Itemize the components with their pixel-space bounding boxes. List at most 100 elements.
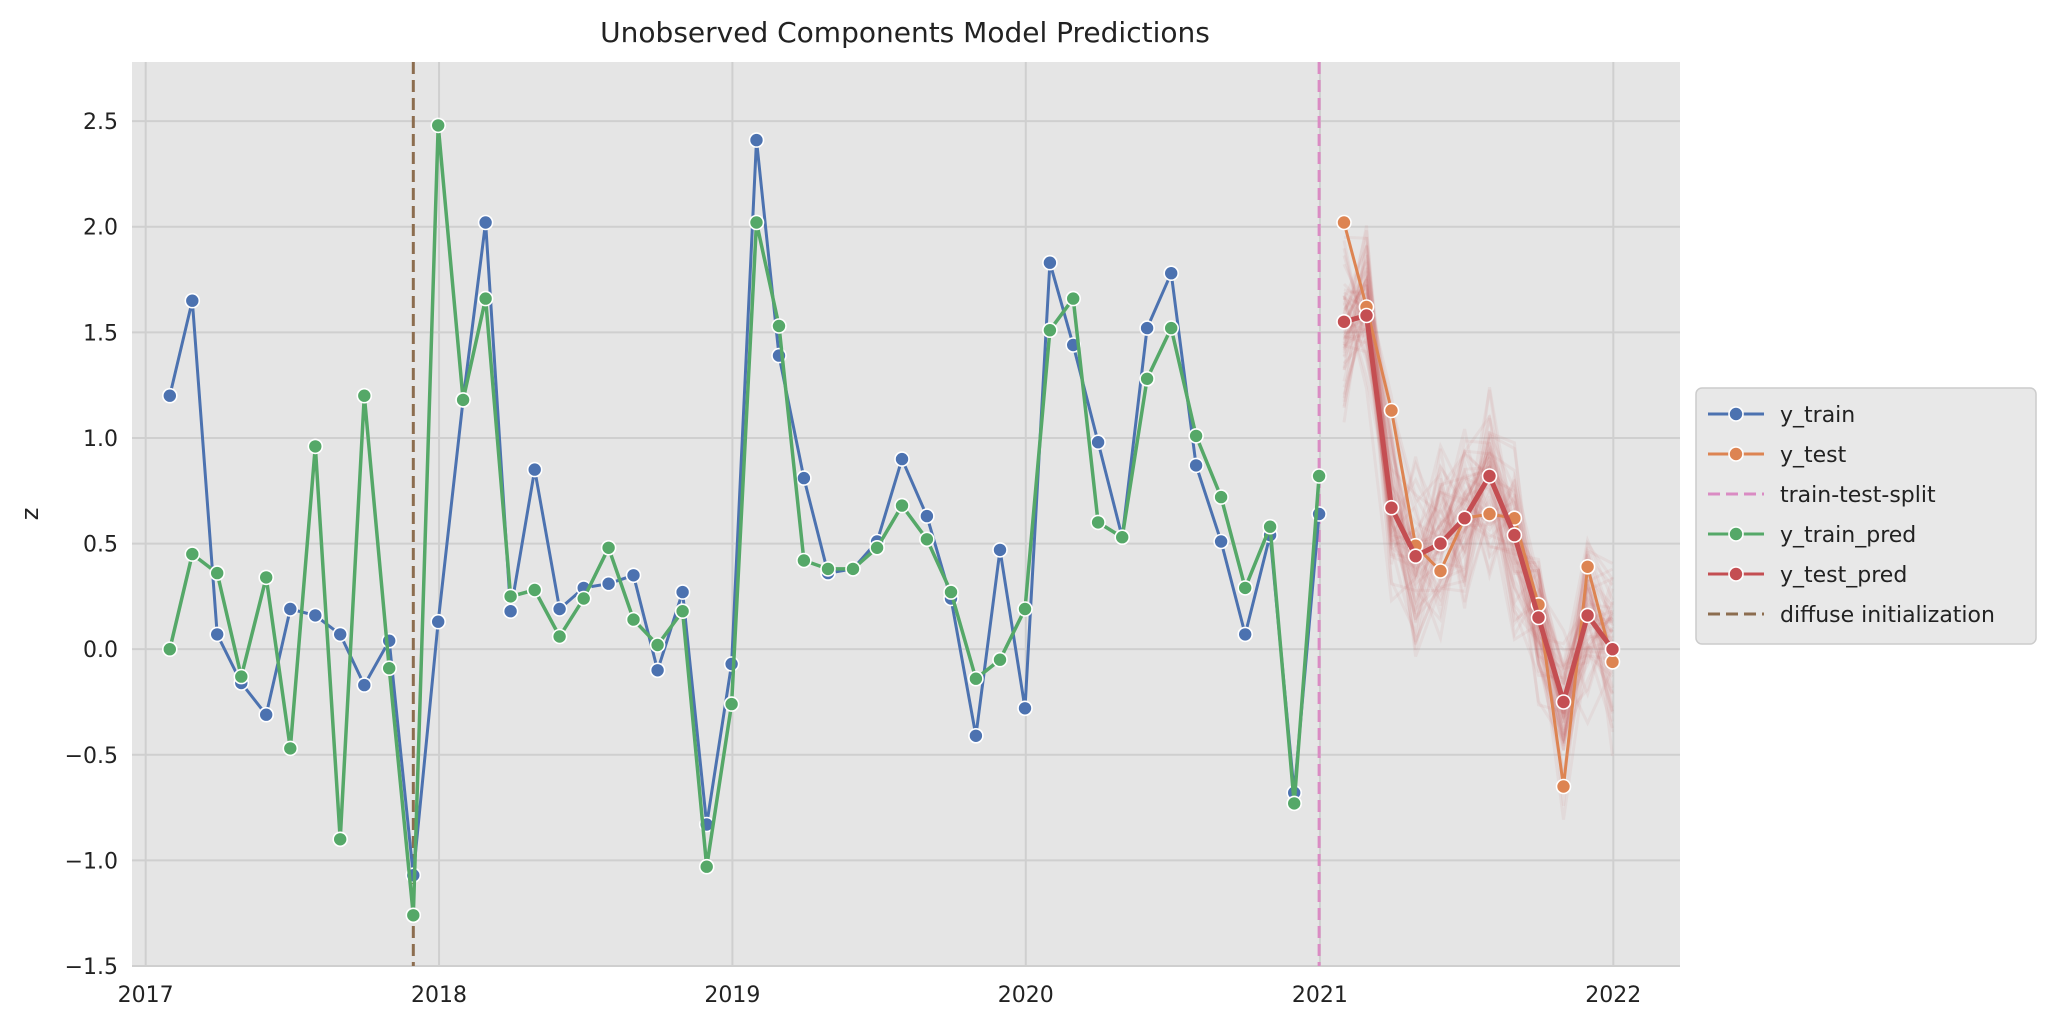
x-tick-label: 2022 — [1585, 983, 1641, 1008]
y_train-point — [968, 727, 984, 744]
y_test-point — [1481, 506, 1498, 522]
legend-item-y_train_pred: y_train_pred — [1708, 523, 1916, 548]
y_test_pred-point — [1481, 468, 1498, 484]
y_train-point — [674, 584, 691, 600]
posterior-sample-line — [1342, 295, 1614, 751]
y_test-point — [1555, 778, 1572, 795]
legend-item-y_train: y_train — [1708, 403, 1855, 428]
y_train-point — [381, 632, 398, 649]
y_train_pred-point — [1090, 514, 1106, 531]
y_train-point — [356, 677, 373, 693]
legend-item-y_test: y_test — [1708, 443, 1847, 468]
x-tick-label: 2021 — [1292, 983, 1348, 1008]
y_train-point — [748, 132, 765, 148]
y_test_pred-point — [1432, 535, 1449, 552]
y_train_pred-point — [233, 668, 250, 685]
legend-item-train_test_split: train-test-split — [1708, 483, 1936, 508]
x-tick-label: 2019 — [704, 983, 760, 1008]
y_train_pred-point — [674, 603, 691, 620]
y_train-point — [551, 601, 568, 617]
y_test_pred-point — [1506, 527, 1523, 543]
y_train-point — [307, 607, 324, 624]
y_train_pred-point — [332, 831, 349, 848]
y_train_pred-point — [526, 582, 543, 598]
y-tick-label: 2.5 — [83, 110, 118, 135]
posterior-sample-line — [1342, 270, 1613, 675]
x-tick-label: 2018 — [411, 983, 467, 1008]
y_train_pred-point — [992, 651, 1008, 668]
y_test_pred-point — [1530, 609, 1547, 626]
y_train_pred-point — [1114, 529, 1130, 546]
y_train_pred-point — [748, 214, 765, 231]
y_train-point — [282, 601, 299, 617]
y_train_pred-point — [1139, 370, 1155, 387]
legend-label: y_test — [1780, 443, 1847, 468]
y_train-point — [332, 626, 349, 643]
y_train_pred-point — [1213, 489, 1229, 505]
y_train_pred-point — [869, 539, 885, 556]
y_train_pred-point — [575, 590, 592, 607]
y_train_pred-point — [502, 588, 519, 605]
y_train-point — [796, 470, 812, 486]
y_train_pred-point — [1065, 290, 1081, 307]
y_train-point — [1139, 320, 1155, 336]
y_train-point — [1090, 434, 1106, 451]
y_train_pred-point — [1311, 468, 1327, 484]
y_train_pred-point — [1042, 322, 1058, 339]
y_train_pred-point — [405, 907, 422, 924]
y_train_pred-point — [551, 628, 568, 645]
y_train_pred-point — [184, 546, 201, 562]
legend-label: y_train_pred — [1780, 523, 1916, 548]
y_train_pred-point — [381, 660, 398, 677]
y_test_pred-line — [1343, 313, 1615, 705]
y_train-point — [209, 626, 225, 643]
y_train_pred-point — [455, 392, 471, 408]
y_train_pred-point — [698, 858, 715, 875]
y_train_pred-line — [168, 123, 1321, 918]
y_train-point — [919, 508, 935, 524]
y_test_pred-point — [1407, 548, 1424, 565]
y_train-point — [162, 387, 178, 404]
y_train-point — [258, 706, 275, 723]
y_train_pred-point — [771, 318, 787, 334]
y_train_pred-point — [796, 552, 812, 569]
y_train_pred-point — [209, 565, 225, 581]
x-tick-label: 2020 — [998, 983, 1054, 1008]
y_train-point — [477, 214, 494, 231]
legend-label: train-test-split — [1780, 483, 1936, 508]
legend-label: y_train — [1780, 403, 1855, 428]
posterior-sample-line — [1342, 273, 1613, 739]
x-tick-label: 2017 — [118, 983, 174, 1008]
y_train-point — [625, 567, 642, 584]
posterior-sample-line — [1343, 296, 1614, 695]
y_train_pred-series — [162, 117, 1327, 924]
y_train_pred-point — [919, 531, 935, 548]
y_train_pred-point — [282, 740, 299, 757]
posterior-sample-line — [1343, 317, 1614, 699]
y_test_pred-point — [1383, 499, 1400, 516]
legend-swatch-marker — [1728, 446, 1744, 462]
y_train_pred-point — [1262, 518, 1278, 535]
legend-item-diffuse_initialization: diffuse initialization — [1708, 603, 1995, 628]
posterior-sample-line — [1343, 344, 1614, 686]
y_train_pred-point — [477, 290, 494, 307]
y_train-point — [1188, 457, 1204, 474]
legend-box — [1695, 387, 2037, 645]
y_train_pred-point — [258, 569, 275, 586]
y_train-point — [526, 461, 543, 478]
y_train_pred-point — [968, 670, 984, 687]
posterior-sample-line — [1342, 300, 1614, 668]
y_train_pred-point — [1163, 320, 1179, 336]
legend-swatch-marker — [1728, 566, 1744, 582]
y_train_pred-point — [1017, 601, 1033, 617]
y_test_pred-point — [1358, 307, 1375, 324]
y-axis-ticks: −1.5 −1.0 −0.5 0.0 0.5 1.0 1.5 2.0 2.5 — [65, 110, 118, 980]
y_train_pred-point — [649, 637, 666, 653]
x-axis-ticks: 2017 2018 2019 2020 2021 2022 — [118, 983, 1642, 1008]
y_train-point — [600, 575, 617, 592]
y_test_pred-point — [1456, 510, 1473, 527]
posterior-sample-line — [1343, 320, 1614, 680]
y_test-point — [1336, 214, 1352, 231]
